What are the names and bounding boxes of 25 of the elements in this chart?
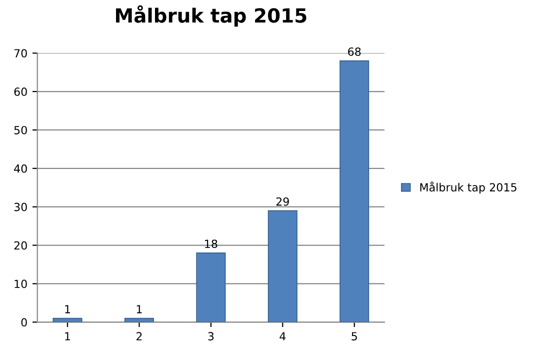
- bar: [124, 318, 154, 322]
- y-tick-label: 10: [14, 280, 27, 288]
- data-label: 29: [276, 197, 289, 206]
- y-tick-label: 40: [14, 164, 27, 173]
- legend-label: Målbruk tap 2015: [420, 182, 516, 194]
- x-tick-label: 2: [136, 332, 142, 340]
- y-tick-label: 0: [21, 318, 27, 327]
- data-label: 1: [136, 305, 142, 314]
- y-tick-label: 60: [14, 88, 27, 96]
- y-tick-label: 20: [14, 241, 27, 250]
- data-label: 68: [348, 47, 361, 56]
- chart-title: Målbruk tap 2015: [116, 5, 306, 27]
- x-tick-label: 4: [280, 332, 286, 340]
- bar: [52, 318, 82, 322]
- bar: [340, 60, 370, 322]
- data-label: 1: [65, 305, 70, 314]
- x-tick-label: 1: [65, 332, 70, 340]
- y-tick-label: 30: [14, 202, 27, 212]
- data-label: 18: [205, 240, 218, 248]
- bar: [268, 210, 298, 322]
- y-tick-label: 70: [14, 49, 27, 58]
- y-tick-label: 50: [14, 126, 27, 134]
- bar: [196, 252, 226, 322]
- x-tick-label: 5: [352, 332, 357, 340]
- x-tick-label: 3: [208, 332, 214, 340]
